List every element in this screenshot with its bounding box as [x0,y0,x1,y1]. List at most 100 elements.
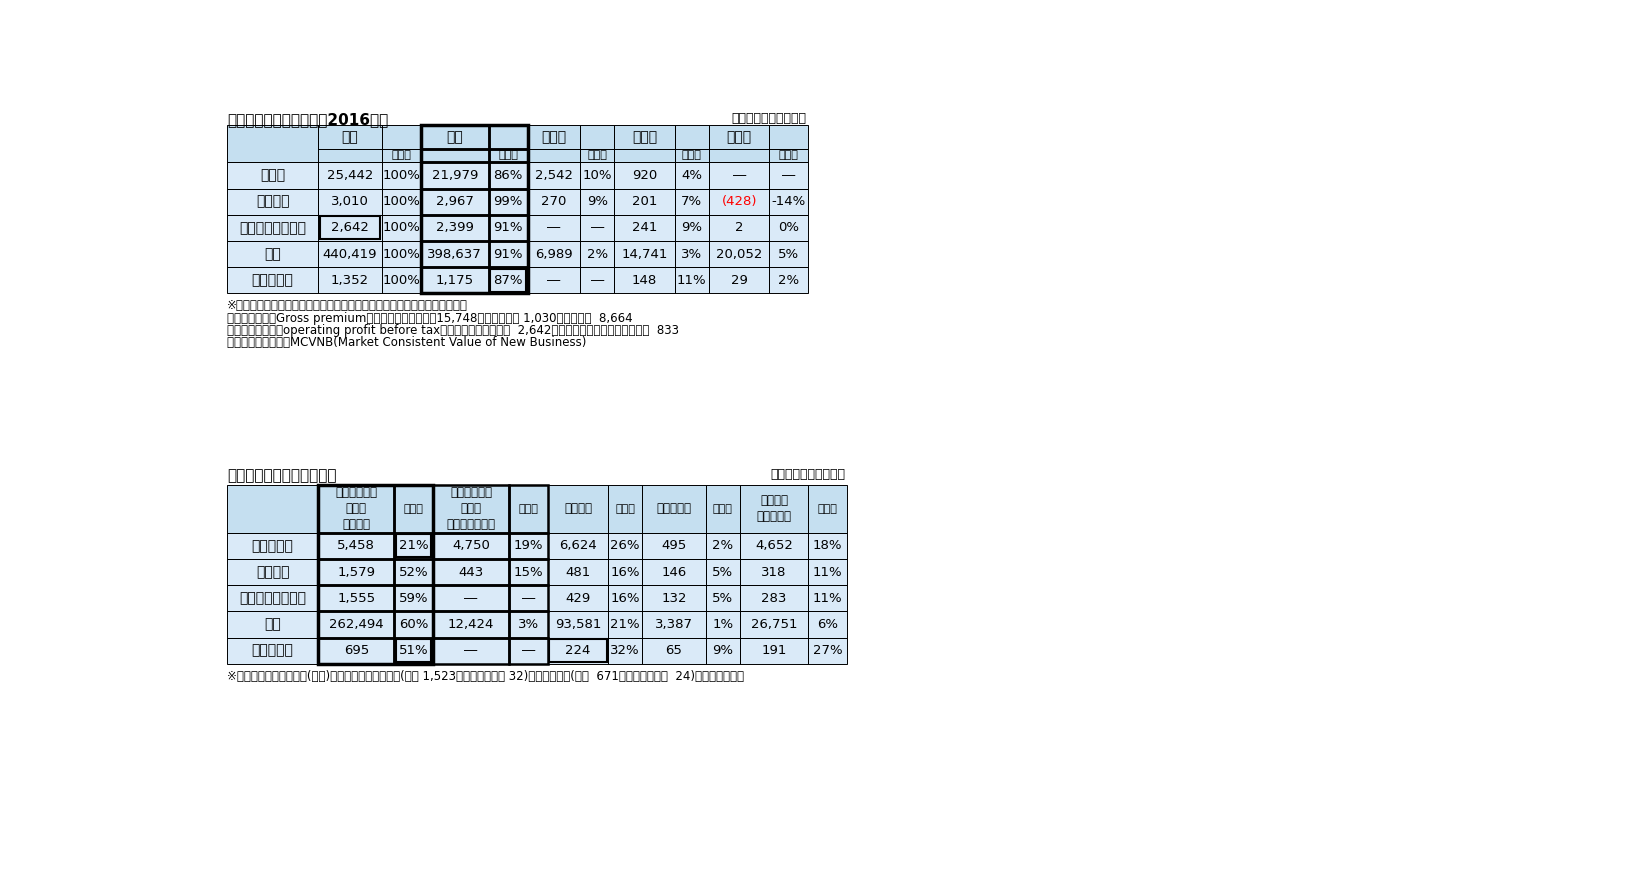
Bar [381,163,420,189]
Text: 資産: 資産 [264,618,280,631]
Text: 4%: 4% [681,169,702,182]
Text: 495: 495 [661,539,687,552]
Text: ―: ― [547,221,560,235]
Bar [528,189,580,215]
Bar [318,126,381,149]
Bar [740,612,808,637]
Bar [769,163,808,189]
Bar [709,189,769,215]
Bar [420,215,489,241]
Bar [489,241,528,267]
Bar [709,163,769,189]
Bar [709,149,769,163]
Text: 5%: 5% [712,592,733,604]
Text: 欧州: 欧州 [446,130,463,144]
Bar [547,533,608,559]
Text: 1,555: 1,555 [337,592,375,604]
Text: 3%: 3% [681,248,702,260]
Bar [508,585,547,612]
Text: ※「英国＆アイルランド(生保)」の内訳は、営業利益(英国 1,523、アイルランド 32)、新契約価値(英国  671　アイルランド  24)となっている。: ※「英国＆アイルランド(生保)」の内訳は、営業利益(英国 1,523、アイルラン… [226,670,744,683]
Text: 9%: 9% [586,196,608,208]
Bar [318,149,381,163]
Text: 100%: 100% [383,196,420,208]
Text: アジア: アジア [632,130,656,144]
Text: ―: ― [521,644,534,657]
Text: 283: 283 [761,592,787,604]
Bar [614,126,674,149]
Text: 201: 201 [632,196,656,208]
Text: 保険事業の地域別内訳（2016年）: 保険事業の地域別内訳（2016年） [226,112,388,127]
Text: 11%: 11% [813,566,842,579]
Bar [226,241,318,267]
Text: 100%: 100% [383,273,420,287]
Text: 3,010: 3,010 [331,196,370,208]
Text: 1,175: 1,175 [435,273,474,287]
Bar [769,267,808,293]
Bar [508,559,547,585]
Bar [580,149,614,163]
Bar [528,215,580,241]
Bar [226,612,318,637]
Bar [580,163,614,189]
Bar [508,533,547,559]
Text: ―: ― [464,592,477,604]
Bar [420,126,528,293]
Text: 91%: 91% [494,248,523,260]
Bar [808,485,847,533]
Bar [420,267,489,293]
Bar [420,267,489,293]
Bar [433,559,508,585]
Text: ―: ― [464,644,477,657]
Bar [642,585,705,612]
Bar [674,215,709,241]
Bar [642,585,705,612]
Bar [614,215,674,241]
Bar [381,241,420,267]
Bar [808,637,847,664]
Bar [420,126,489,149]
Bar [769,215,808,241]
Text: ―: ― [782,169,795,182]
Text: 443: 443 [458,566,484,579]
Text: 60%: 60% [399,618,428,631]
Bar [769,189,808,215]
Bar [394,485,433,533]
Bar [318,189,381,215]
Text: 695: 695 [344,644,368,657]
Bar [547,637,608,664]
Text: 11%: 11% [813,592,842,604]
Text: 65: 65 [666,644,683,657]
Bar [580,215,614,241]
Text: 構成比: 構成比 [391,150,411,160]
Text: 営業利益: 営業利益 [256,565,290,579]
Text: 構成比: 構成比 [779,150,798,160]
Bar [740,612,808,637]
Bar [489,189,528,215]
Bar [528,267,580,293]
Text: 構成比: 構成比 [683,150,702,160]
Bar [528,189,580,215]
Bar [674,163,709,189]
Bar [528,149,580,163]
Text: 7%: 7% [681,196,702,208]
Bar [489,126,528,149]
Bar [614,163,674,189]
Bar [705,637,740,664]
Text: 構成比: 構成比 [616,504,635,514]
Text: 10%: 10% [583,169,613,182]
Text: 440,419: 440,419 [323,248,378,260]
Bar [318,585,394,612]
Bar [420,189,489,215]
Bar [769,215,808,241]
Bar [547,485,608,533]
Text: スペイン
イタリア等: スペイン イタリア等 [756,495,792,523]
Bar [433,559,508,585]
Bar [381,126,420,149]
Text: ―: ― [591,273,604,287]
Bar [709,163,769,189]
Bar [226,533,318,559]
Bar [547,637,608,664]
Text: 2%: 2% [779,273,800,287]
Text: 16%: 16% [611,566,640,579]
Bar [420,163,489,189]
